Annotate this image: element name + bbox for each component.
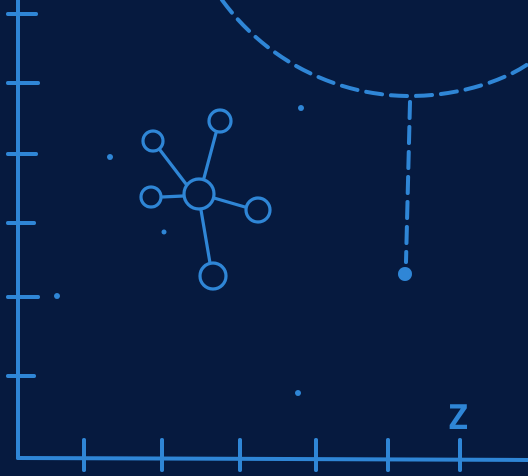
satellite-node <box>244 196 272 224</box>
hub-node <box>182 177 216 211</box>
dashed-arc <box>220 0 528 99</box>
z-axis-label: Z <box>447 398 469 438</box>
axes <box>16 0 528 462</box>
speck <box>54 293 60 299</box>
network-node-sketch <box>139 108 272 291</box>
satellite-node <box>198 261 228 291</box>
x-ticks <box>82 438 462 472</box>
y-ticks <box>6 12 40 378</box>
node-link <box>212 196 247 209</box>
node-link <box>202 131 218 180</box>
satellite-node <box>141 129 165 153</box>
node-link <box>158 148 188 186</box>
specks <box>54 105 304 396</box>
speck <box>107 154 113 160</box>
x-axis <box>16 456 528 462</box>
endpoint-dot <box>398 267 412 281</box>
node-link <box>160 194 185 199</box>
speck <box>161 229 167 235</box>
satellite-node <box>139 185 163 209</box>
satellite-node <box>207 108 233 134</box>
node-link <box>199 208 212 265</box>
speck <box>298 105 304 111</box>
speck <box>295 390 301 396</box>
dashed-drop-line <box>404 100 412 264</box>
dashed-orbit <box>220 0 528 281</box>
